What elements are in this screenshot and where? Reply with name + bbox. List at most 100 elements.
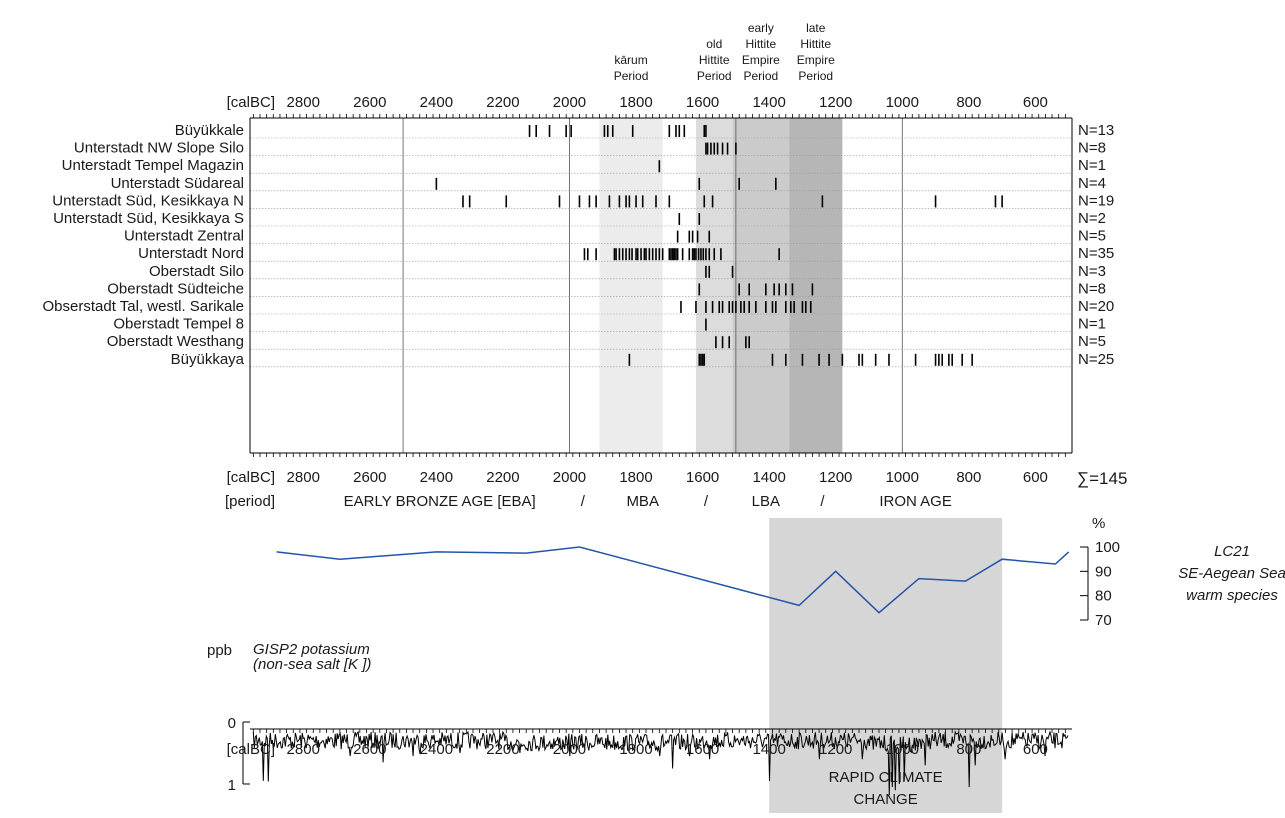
site-count-label: N=1 [1078, 157, 1106, 174]
lc21-series-label: SE-Aegean Sea [1178, 565, 1285, 582]
gisp2-series-line [252, 730, 1069, 796]
period-axis-label: [period] [225, 493, 275, 510]
site-count-label: N=13 [1078, 122, 1114, 139]
top-tick-label: 2800 [287, 94, 320, 111]
top-tick-label: 2200 [486, 94, 519, 111]
site-count-label: N=25 [1078, 351, 1114, 368]
site-count-label: N=3 [1078, 263, 1106, 280]
bottom-tick-label: 600 [1023, 469, 1048, 486]
gisp2-y-tick-label: 1 [228, 777, 236, 794]
rapid-climate-change-label: CHANGE [854, 791, 918, 808]
top-tick-label: 1400 [752, 94, 785, 111]
top-tick-label: 2400 [420, 94, 453, 111]
lc21-series-label: LC21 [1214, 543, 1250, 560]
period-band-label: late [806, 21, 826, 35]
period-label: / [704, 493, 709, 510]
top-tick-label: 600 [1023, 94, 1048, 111]
bottom-tick-label: 1800 [619, 469, 652, 486]
site-count-label: N=2 [1078, 210, 1106, 227]
bottom-tick-label: 800 [956, 469, 981, 486]
bottom-tick-label: 2800 [287, 469, 320, 486]
lc21-series-label: warm species [1186, 587, 1278, 604]
gisp2-tick-label: 1800 [619, 741, 652, 758]
site-count-label: N=19 [1078, 192, 1114, 209]
site-label: Unterstadt Süd, Kesikkaya S [53, 210, 244, 227]
period-band [732, 118, 790, 453]
site-label: Büyükkale [175, 122, 244, 139]
bottom-tick-label: 2600 [353, 469, 386, 486]
lc21-tick-label: 100 [1095, 539, 1120, 556]
lc21-tick-label: 70 [1095, 612, 1112, 629]
gisp2-tick-label: 2200 [486, 741, 519, 758]
top-tick-label: 1200 [819, 94, 852, 111]
site-count-label: N=20 [1078, 298, 1114, 315]
top-tick-label: 2000 [553, 94, 586, 111]
rapid-climate-change-label: RAPID CLIMATE [829, 769, 943, 786]
period-label: / [820, 493, 825, 510]
period-label: MBA [626, 493, 659, 510]
period-band-label: early [748, 21, 774, 35]
gisp2-tick-label: 1600 [686, 741, 719, 758]
site-label: Unterstadt NW Slope Silo [74, 140, 244, 157]
site-label: Unterstadt Nord [138, 245, 244, 262]
site-count-label: N=35 [1078, 245, 1114, 262]
top-axis-label: [calBC] [227, 94, 275, 111]
site-label: Unterstadt Südareal [111, 175, 244, 192]
gisp2-tick-label: 2000 [553, 741, 586, 758]
bottom-tick-label: 1600 [686, 469, 719, 486]
gisp2-tick-label: 1000 [886, 741, 919, 758]
gisp2-tick-label: 2800 [287, 741, 320, 758]
site-count-label: N=4 [1078, 175, 1106, 192]
gisp2-series-label: (non-sea salt [K ]) [253, 656, 371, 673]
gisp2-tick-label: 1400 [752, 741, 785, 758]
site-label: Obserstadt Tal, westl. Sarikale [43, 298, 244, 315]
period-band [789, 118, 843, 453]
site-label: Oberstadt Tempel 8 [113, 316, 244, 333]
gisp2-tick-label: 800 [956, 741, 981, 758]
period-band [599, 118, 663, 453]
period-band-label: Hittite [745, 37, 776, 51]
bottom-tick-label: 2400 [420, 469, 453, 486]
lc21-series-line [276, 546, 1070, 614]
bottom-tick-label: 2000 [553, 469, 586, 486]
period-label: LBA [752, 493, 780, 510]
period-band [695, 118, 733, 453]
period-label: IRON AGE [879, 493, 952, 510]
site-count-label: N=8 [1078, 140, 1106, 157]
site-label: Büyükkaya [171, 351, 245, 368]
period-band-label: Empire [742, 53, 780, 67]
top-tick-label: 2600 [353, 94, 386, 111]
bottom-tick-label: 1400 [752, 469, 785, 486]
site-count-label: N=5 [1078, 228, 1106, 245]
top-tick-label: 1800 [619, 94, 652, 111]
gisp2-tick-label: 600 [1023, 741, 1048, 758]
site-count-label: N=5 [1078, 333, 1106, 350]
gisp2-tick-label: 2600 [353, 741, 386, 758]
gisp2-y-tick-label: 0 [228, 715, 236, 732]
period-band-label: Empire [797, 53, 835, 67]
period-band-label: Period [743, 69, 778, 83]
period-band-label: Period [798, 69, 833, 83]
site-label: Unterstadt Süd, Kesikkaya N [52, 192, 244, 209]
lc21-tick-label: 80 [1095, 588, 1112, 605]
gisp2-axis-label: [calBC] [227, 741, 275, 758]
period-label: / [581, 493, 586, 510]
top-tick-label: 1600 [686, 94, 719, 111]
site-label: Unterstadt Zentral [124, 228, 244, 245]
bottom-tick-label: 1200 [819, 469, 852, 486]
lc21-tick-label: 90 [1095, 563, 1112, 580]
top-tick-label: 800 [956, 94, 981, 111]
period-label: EARLY BRONZE AGE [EBA] [344, 493, 536, 510]
site-count-label: N=8 [1078, 280, 1106, 297]
lc21-unit-label: % [1092, 515, 1105, 532]
total-label: ∑=145 [1077, 469, 1127, 488]
rapid-climate-change-band [769, 518, 1003, 813]
site-label: Oberstadt Silo [149, 263, 244, 280]
period-band-label: Period [697, 69, 732, 83]
site-label: Oberstadt Südteiche [107, 280, 244, 297]
site-label: Oberstadt Westhang [107, 333, 244, 350]
gisp2-series-label: GISP2 potassium [253, 641, 370, 658]
bottom-tick-label: 2200 [486, 469, 519, 486]
gisp2-tick-label: 1200 [819, 741, 852, 758]
